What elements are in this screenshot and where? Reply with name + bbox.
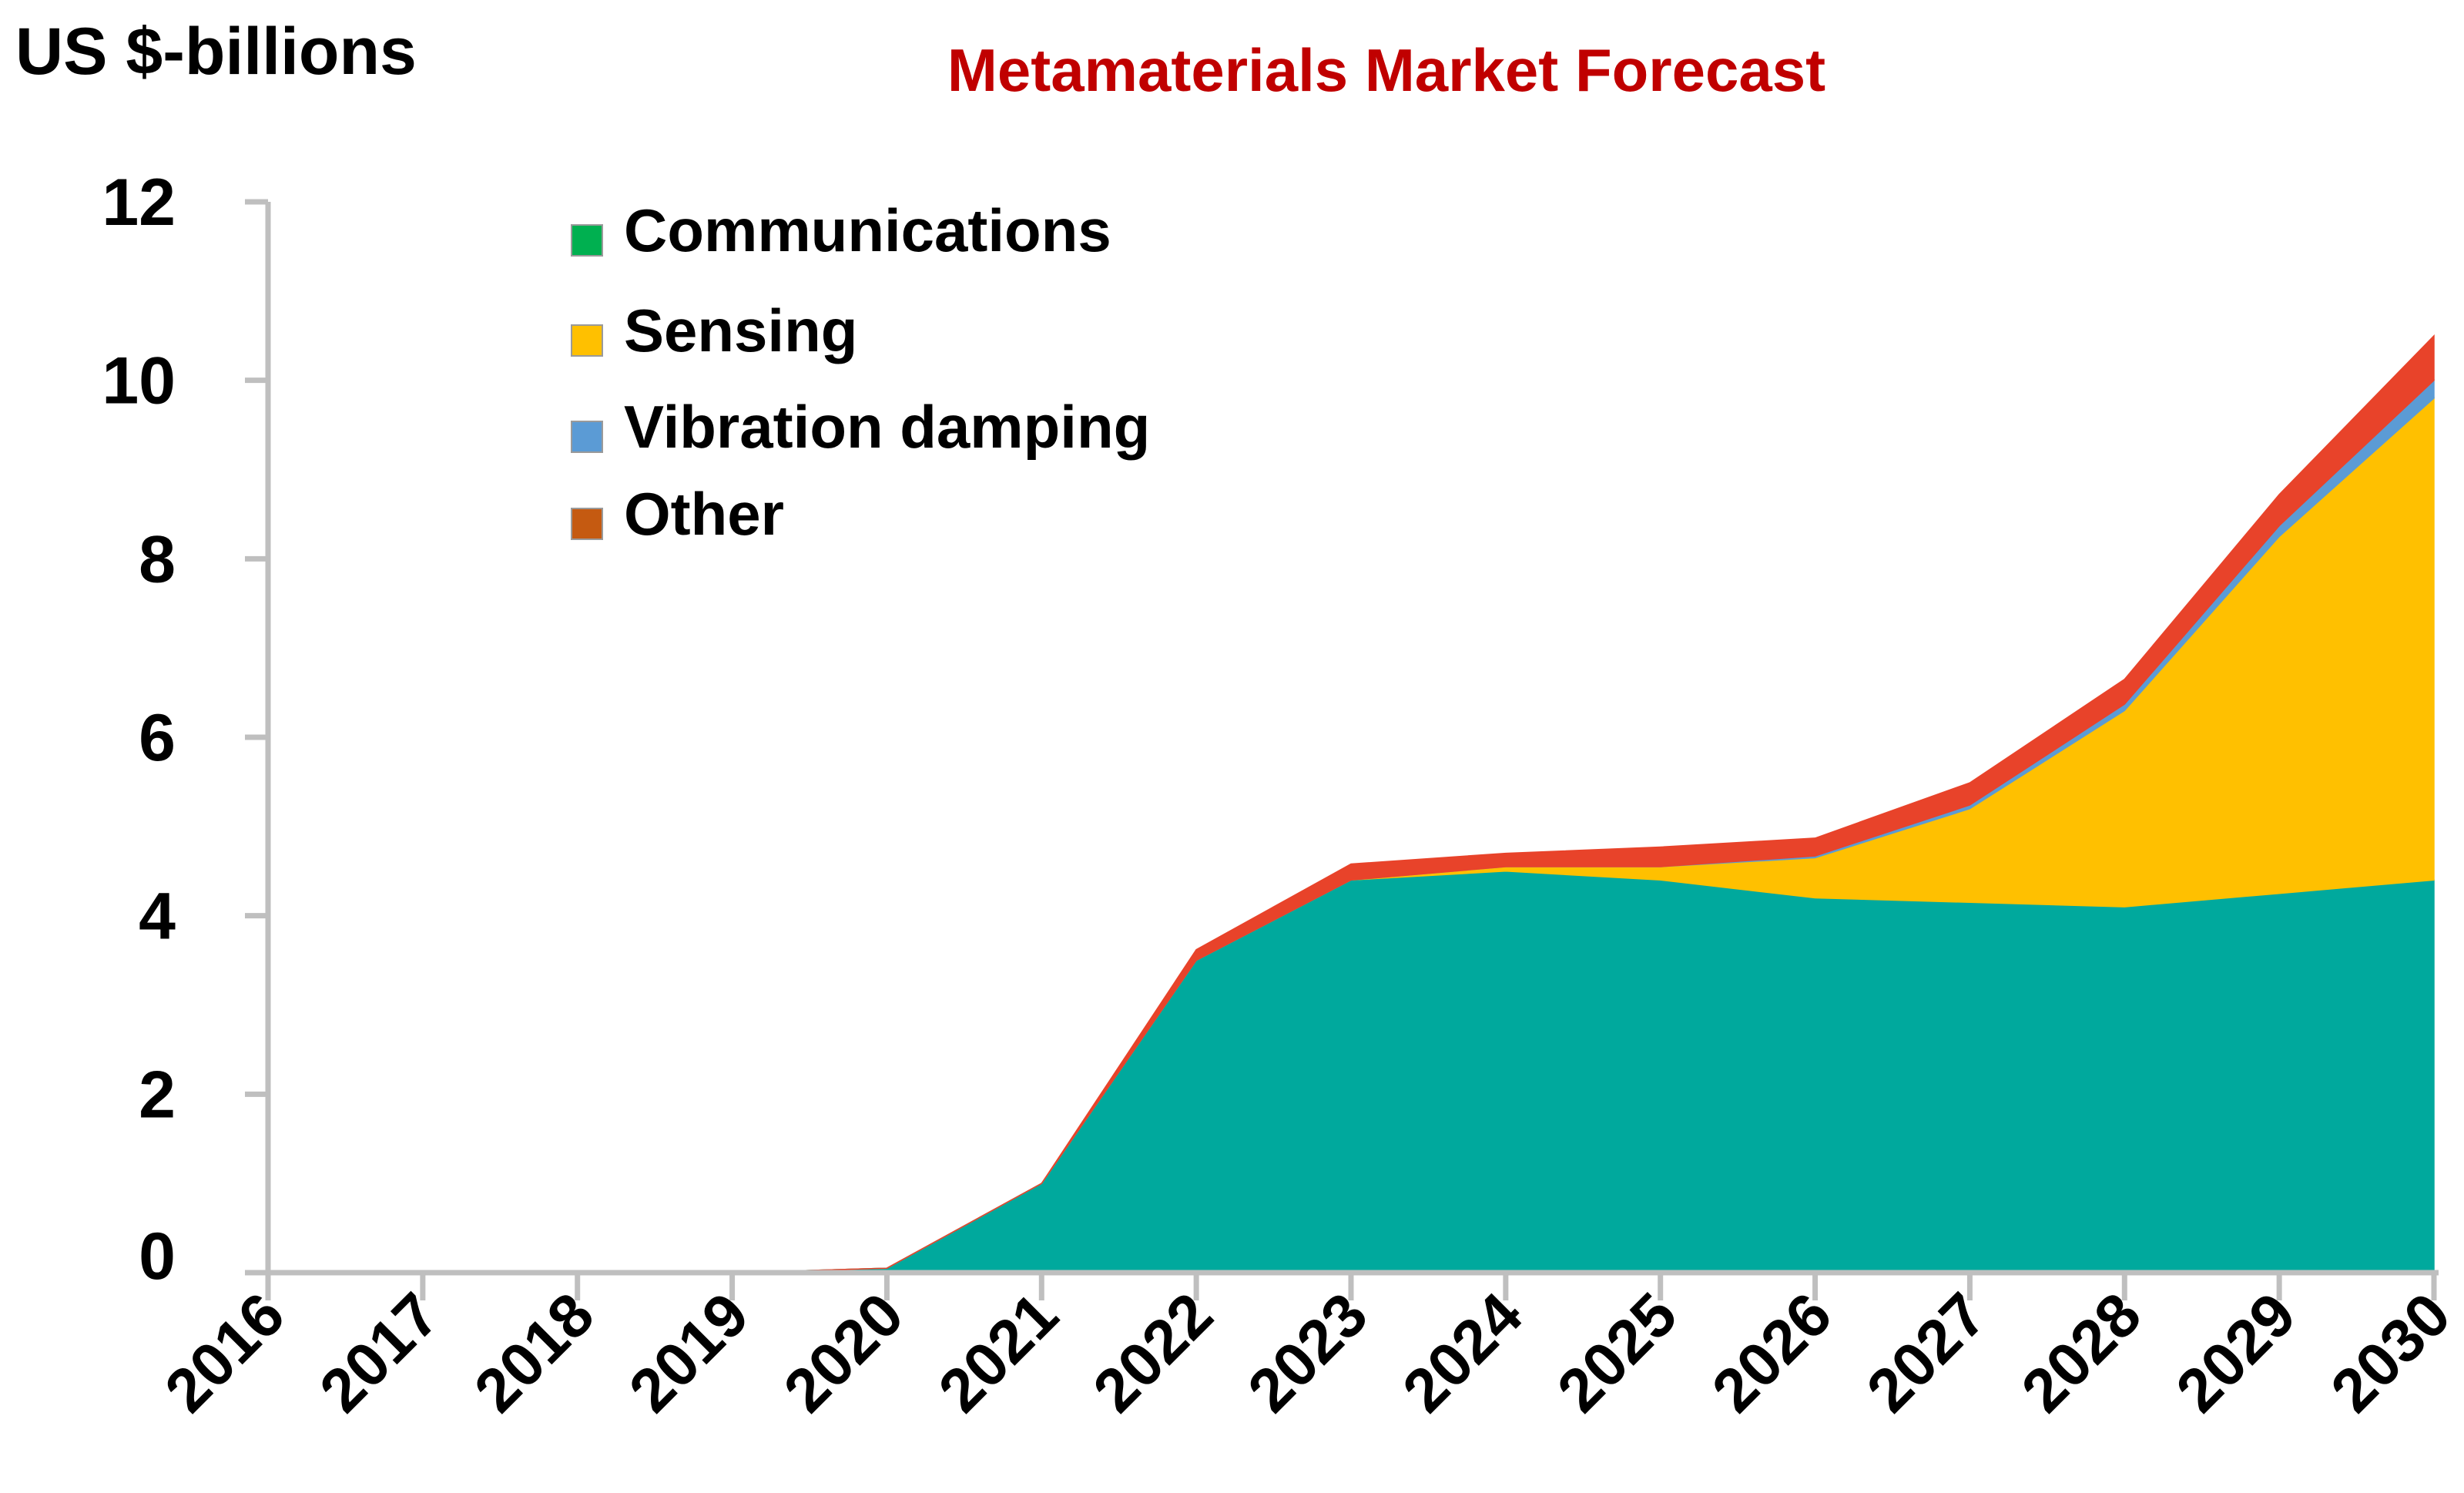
y-tick-label: 2 (139, 1058, 176, 1132)
y-axis-label: US $-billions (15, 15, 417, 89)
x-tick-label: 2025 (1544, 1280, 1690, 1425)
x-tick-label: 2018 (461, 1280, 607, 1425)
legend-label: Communications (624, 196, 1111, 264)
x-axis-ticks: 2016 2017 2018 2019 2020 2021 2022 2023 2024 2025… (152, 1273, 2463, 1425)
legend: Communications Sensing Vibration damping Ot… (571, 196, 1150, 548)
legend-label: Sensing (624, 297, 857, 364)
x-tick-label: 2021 (926, 1280, 1071, 1425)
legend-label: Vibration damping (624, 393, 1150, 461)
area-other (268, 334, 2435, 1273)
x-tick-label: 2027 (1854, 1280, 2000, 1425)
x-tick-label: 2026 (1699, 1280, 1845, 1425)
legend-swatch (571, 324, 603, 357)
y-tick-label: 8 (139, 522, 176, 596)
y-tick-label: 6 (139, 701, 176, 775)
x-tick-label: 2024 (1390, 1280, 1535, 1425)
x-tick-label: 2020 (771, 1280, 917, 1425)
stacked-areas (268, 334, 2435, 1273)
x-tick-label: 2028 (2009, 1280, 2154, 1425)
legend-swatch (571, 224, 603, 257)
chart-title: Metamaterials Market Forecast (947, 36, 1825, 104)
legend-label: Other (624, 480, 784, 548)
y-tick-label: 12 (102, 166, 176, 240)
area-communications (268, 871, 2435, 1273)
legend-swatch (571, 508, 603, 540)
x-tick-label: 2023 (1235, 1280, 1380, 1425)
x-tick-label: 2022 (1080, 1280, 1225, 1425)
y-tick-label: 4 (139, 880, 176, 954)
x-tick-label: 2016 (152, 1280, 297, 1425)
x-tick-label: 2030 (2318, 1280, 2463, 1425)
y-tick-label: 0 (139, 1220, 176, 1293)
y-axis-ticks: 0 2 4 6 8 10 12 (102, 166, 268, 1293)
x-tick-label: 2029 (2163, 1280, 2308, 1425)
x-tick-label: 2019 (616, 1280, 762, 1425)
legend-swatch (571, 421, 603, 453)
y-tick-label: 10 (102, 344, 176, 418)
x-tick-label: 2017 (307, 1280, 452, 1425)
